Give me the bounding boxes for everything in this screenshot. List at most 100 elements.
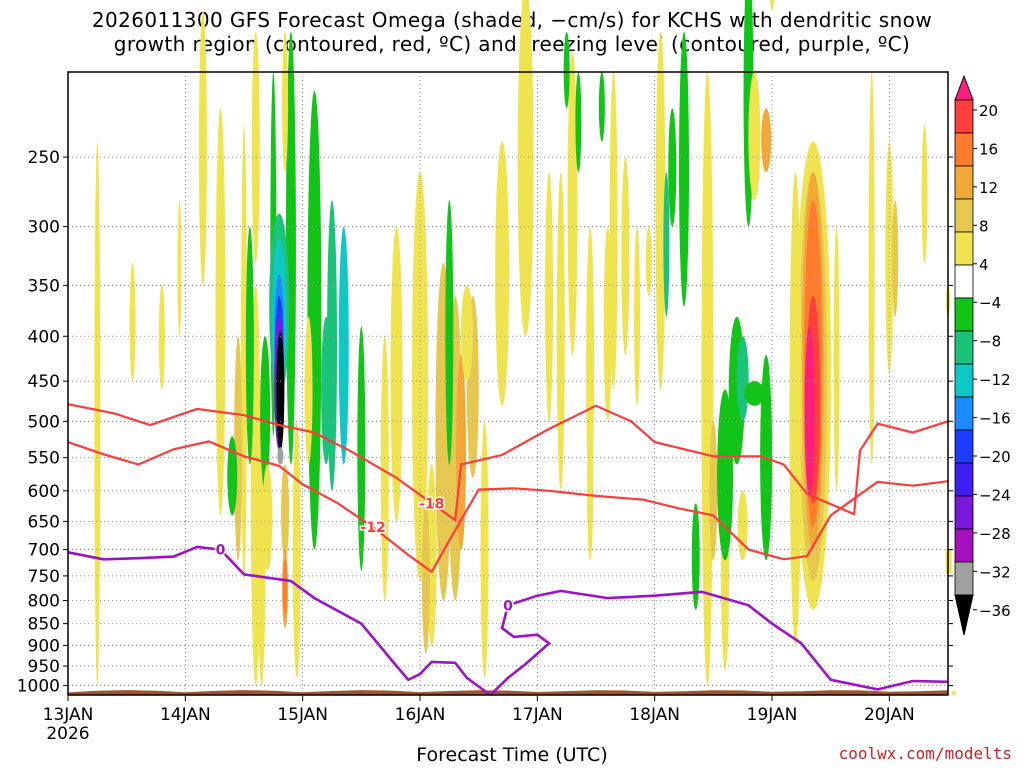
chart-title-line-2: growth region (contoured, red, ºC) and f…: [113, 32, 911, 56]
omega-cell: [251, 31, 260, 263]
omega-cell: [129, 262, 136, 382]
y-tick-label: 500: [28, 412, 60, 432]
x-tick-label: 15JAN: [277, 705, 328, 725]
freezing-level-contour: [489, 589, 949, 696]
omega-cell: [260, 336, 271, 491]
colorbar-swatch: [954, 495, 974, 530]
omega-cell: [609, 72, 618, 390]
x-tick-year: 2026: [46, 724, 89, 744]
omega-cell: [833, 226, 840, 491]
colorbar-label: −36: [979, 602, 1011, 620]
contour-label: -18: [419, 496, 444, 512]
omega-cell: [304, 316, 313, 465]
omega-cell: [277, 447, 284, 465]
x-tick-label: 13JAN: [43, 705, 94, 725]
y-tick-label: 850: [28, 615, 60, 635]
colorbar-swatch: [954, 363, 974, 398]
omega-cell: [761, 108, 772, 173]
omega-cell: [567, 52, 578, 355]
omega-cell: [668, 108, 677, 227]
omega-cell: [262, 464, 273, 571]
x-tick-label: 17JAN: [512, 705, 563, 725]
omega-cell: [736, 336, 749, 422]
omega-cell: [321, 316, 332, 465]
colorbar-swatch: [954, 330, 974, 365]
omega-cell: [737, 490, 748, 561]
omega-cell: [282, 31, 289, 173]
x-axis-label: Forecast Time (UTC): [416, 744, 608, 766]
omega-cell: [556, 172, 565, 491]
omega-cell: [445, 200, 454, 465]
colorbar-label: 12: [979, 179, 998, 197]
omega-cell: [603, 226, 612, 422]
colorbar-label: −12: [979, 371, 1011, 389]
omega-cell: [241, 125, 247, 581]
colorbar-label: −28: [979, 525, 1011, 543]
x-tick-label: 18JAN: [629, 705, 680, 725]
chart-title-line-1: 2026011300 GFS Forecast Omega (shaded, −…: [91, 8, 933, 32]
omega-cell: [215, 108, 226, 516]
omega-cell: [951, 691, 956, 696]
colorbar-swatch: [954, 198, 974, 233]
omega-cell: [460, 285, 473, 382]
omega-cell: [804, 326, 815, 498]
omega-cell: [679, 31, 689, 307]
omega-cell: [245, 226, 254, 465]
colorbar-label: 8: [979, 217, 989, 235]
omega-cell: [717, 389, 734, 561]
colorbar-swatch: [954, 396, 974, 431]
y-tick-label: 700: [28, 541, 60, 561]
omega-cell: [421, 503, 430, 654]
x-tick-label: 14JAN: [160, 705, 211, 725]
colorbar-label: −32: [979, 563, 1011, 581]
omega-cell: [234, 336, 243, 561]
omega-cell: [748, 72, 761, 201]
colorbar-swatch: [954, 429, 974, 464]
colorbar-swatch: [954, 297, 974, 332]
y-tick-label: 1000: [17, 677, 60, 697]
omega-cell: [281, 464, 290, 561]
colorbar-label: −20: [979, 448, 1011, 466]
omega-cell: [663, 172, 670, 317]
source-credit[interactable]: coolwx.com/modelts: [838, 744, 1012, 763]
omega-cell: [94, 141, 101, 686]
omega-cell: [283, 560, 288, 615]
colorbar-label: 20: [979, 102, 998, 120]
omega-cell: [495, 141, 510, 406]
omega-cell: [892, 200, 899, 317]
dendritic-contour-m12: [67, 440, 949, 574]
omega-cell: [198, 10, 207, 286]
y-tick-label: 300: [28, 218, 60, 238]
omega-cell: [770, 0, 774, 11]
y-tick-label: 950: [28, 657, 60, 677]
omega-cell: [655, 31, 666, 390]
grid: [67, 72, 948, 695]
freezing-level-contour: [67, 545, 492, 697]
contour-label: 0: [216, 543, 226, 559]
omega-cell: [227, 436, 238, 516]
x-tick-label: 16JAN: [395, 705, 446, 725]
omega-cell: [885, 141, 894, 373]
terrain-strip: [68, 690, 948, 695]
y-tick-label: 450: [28, 372, 60, 392]
colorbar-swatch: [954, 528, 974, 563]
y-tick-label: 900: [28, 636, 60, 656]
colorbar-swatch: [954, 165, 974, 200]
contour-label: -12: [360, 520, 385, 536]
colorbar-swatch: [954, 264, 974, 299]
colorbar-swatch: [954, 561, 974, 596]
omega-cell: [357, 326, 366, 571]
colorbar-cap-top: [954, 74, 974, 101]
omega-cell: [338, 226, 349, 465]
y-tick-label: 350: [28, 276, 60, 296]
omega-cell: [575, 72, 582, 173]
omega-cell: [868, 72, 875, 465]
y-tick-label: 650: [28, 512, 60, 532]
colorbar-label: −8: [979, 333, 1001, 351]
omega-cell: [390, 226, 403, 522]
y-tick-label: 550: [28, 449, 60, 469]
y-tick-label: 800: [28, 592, 60, 612]
colorbar-swatch: [954, 462, 974, 497]
omega-cell: [517, 0, 534, 337]
